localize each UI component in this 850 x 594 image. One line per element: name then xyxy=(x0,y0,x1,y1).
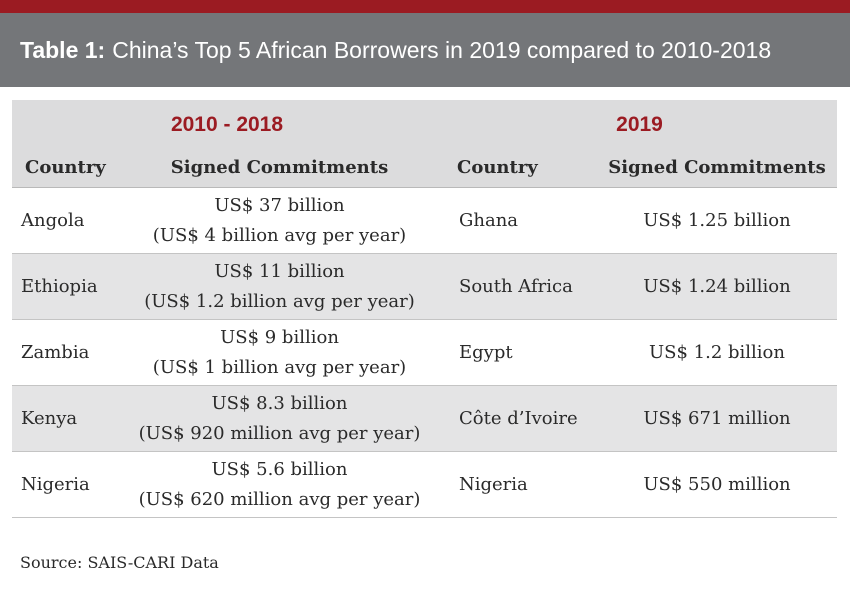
column-header-country-2019: Country xyxy=(457,156,538,178)
commitment-2019: US$ 1.24 billion xyxy=(643,276,791,297)
country-2010: Ethiopia xyxy=(21,276,98,297)
commitment-average: (US$ 620 million avg per year) xyxy=(138,488,421,510)
commitment-total: US$ 37 billion xyxy=(214,194,345,216)
table-row: Ethiopia US$ 11 billion (US$ 1.2 billion… xyxy=(12,254,837,320)
table-label: Table 1: xyxy=(20,36,106,63)
period-2010-2018: 2010 - 2018 xyxy=(170,113,284,136)
country-2019: Ghana xyxy=(459,210,519,231)
top-accent-stripe xyxy=(0,0,850,13)
commitment-total: US$ 9 billion xyxy=(220,326,339,348)
commitment-2010: US$ 37 billion (US$ 4 billion avg per ye… xyxy=(137,191,422,251)
column-header-commitments-2010: Signed Commitments xyxy=(170,156,389,178)
commitment-average: (US$ 4 billion avg per year) xyxy=(152,224,407,246)
commitment-2010: US$ 11 billion (US$ 1.2 billion avg per … xyxy=(137,257,422,317)
page-title: China’s Top 5 African Borrowers in 2019 … xyxy=(112,36,772,63)
country-2019: Côte d’Ivoire xyxy=(459,408,578,429)
commitment-2010: US$ 9 billion (US$ 1 billion avg per yea… xyxy=(137,323,422,383)
title-bar: Table 1: China’s Top 5 African Borrowers… xyxy=(0,13,850,87)
country-2010: Zambia xyxy=(21,342,90,363)
commitment-2010: US$ 8.3 billion (US$ 920 million avg per… xyxy=(137,389,422,449)
commitment-average: (US$ 1.2 billion avg per year) xyxy=(144,290,415,312)
commitment-2019: US$ 1.2 billion xyxy=(648,342,785,363)
column-header-row: Country Signed Commitments Country Signe… xyxy=(12,147,837,188)
commitment-2019: US$ 550 million xyxy=(643,474,791,495)
source-note: Source: SAIS-CARI Data xyxy=(20,553,219,572)
country-2010: Nigeria xyxy=(21,474,90,495)
table-row: Zambia US$ 9 billion (US$ 1 billion avg … xyxy=(12,320,837,386)
commitment-average: (US$ 920 million avg per year) xyxy=(138,422,421,444)
commitment-total: US$ 8.3 billion xyxy=(211,392,348,414)
commitment-2010: US$ 5.6 billion (US$ 620 million avg per… xyxy=(137,455,422,515)
country-2019: Egypt xyxy=(459,342,513,363)
commitment-total: US$ 11 billion xyxy=(214,260,345,282)
country-2010: Angola xyxy=(21,210,85,231)
period-header-row: 2010 - 2018 2019 xyxy=(12,100,837,147)
column-header-commitments-2019: Signed Commitments xyxy=(608,156,826,178)
period-2019: 2019 xyxy=(616,113,663,136)
table-row: Angola US$ 37 billion (US$ 4 billion avg… xyxy=(12,188,837,254)
country-2010: Kenya xyxy=(21,408,78,429)
column-header-country-2010: Country xyxy=(25,156,106,178)
table-row: Nigeria US$ 5.6 billion (US$ 620 million… xyxy=(12,452,837,518)
commitment-total: US$ 5.6 billion xyxy=(211,458,348,480)
commitment-2019: US$ 1.25 billion xyxy=(643,210,791,231)
country-2019: South Africa xyxy=(459,276,573,297)
commitment-average: (US$ 1 billion avg per year) xyxy=(152,356,407,378)
commitment-2019: US$ 671 million xyxy=(643,408,791,429)
borrowers-table: 2010 - 2018 2019 Country Signed Commitme… xyxy=(12,100,837,518)
table-row: Kenya US$ 8.3 billion (US$ 920 million a… xyxy=(12,386,837,452)
country-2019: Nigeria xyxy=(459,474,528,495)
